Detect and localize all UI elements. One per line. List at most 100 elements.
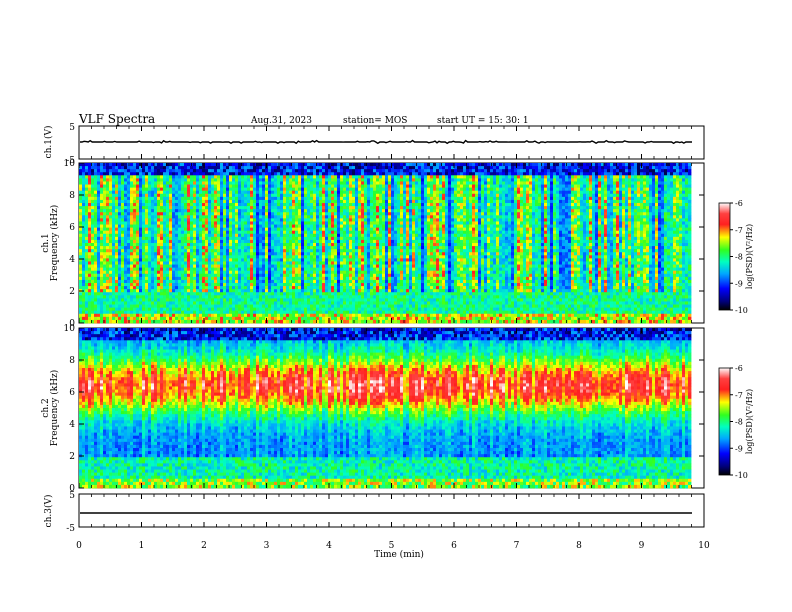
spectrogram-cell <box>214 199 218 204</box>
spectrogram-cell <box>178 178 182 182</box>
spectrogram-cell <box>166 236 170 241</box>
spectrogram-cell <box>136 261 140 265</box>
spectrogram-cell <box>88 230 92 235</box>
spectrogram-cell <box>136 224 140 229</box>
spectrogram-cell <box>163 295 167 299</box>
spectrogram-cell <box>121 215 125 219</box>
spectrogram-cell <box>328 270 332 275</box>
spectrogram-cell <box>241 307 245 312</box>
spectrogram-cell <box>187 267 191 272</box>
spectrogram-cell <box>286 181 290 185</box>
spectrogram-cell <box>328 255 332 259</box>
spectrogram-cell <box>142 286 146 290</box>
spectrogram-cell <box>190 267 194 272</box>
spectrogram-cell <box>346 319 350 324</box>
spectrogram-cell <box>364 221 368 225</box>
spectrogram-cell <box>232 246 236 250</box>
spectrogram-cell <box>271 199 275 204</box>
spectrogram-cell <box>271 307 275 312</box>
spectrogram-cell <box>103 313 107 318</box>
spectrogram-cell <box>364 215 368 219</box>
spectrogram-cell <box>85 313 89 318</box>
spectrogram-cell <box>187 175 191 179</box>
spectrogram-cell <box>358 310 362 315</box>
spectrogram-cell <box>316 261 320 265</box>
spectrogram-cell <box>151 181 155 185</box>
spectrogram-cell <box>358 276 362 281</box>
spectrogram-cell <box>166 246 170 250</box>
spectrogram-cell <box>208 255 212 259</box>
spectrogram-cell <box>190 264 194 269</box>
spectrogram-cell <box>91 233 95 238</box>
spectrogram-cell <box>283 166 287 170</box>
spectrogram-cell <box>325 279 329 284</box>
spectrogram-cell <box>193 224 197 229</box>
spectrogram-cell <box>292 301 296 305</box>
spectrogram-cell <box>202 307 206 312</box>
spectrogram-cell <box>355 236 359 241</box>
spectrogram-cell <box>130 286 134 290</box>
spectrogram-cell <box>127 279 131 284</box>
spectrogram-cell <box>187 313 191 318</box>
spectrogram-cell <box>175 261 179 265</box>
spectrogram-cell <box>244 243 248 247</box>
spectrogram-cell <box>160 233 164 238</box>
spectrogram-cell <box>91 203 95 207</box>
spectrogram-cell <box>259 295 263 299</box>
spectrogram-cell <box>349 190 353 195</box>
spectrogram-cell <box>229 193 233 198</box>
spectrogram-cell <box>262 255 266 259</box>
spectrogram-cell <box>142 209 146 213</box>
spectrogram-cell <box>181 298 185 302</box>
spectrogram-cell <box>352 289 356 293</box>
spectrogram-cell <box>349 319 353 324</box>
spectrogram-cell <box>100 203 104 207</box>
spectrogram-cell <box>247 224 251 229</box>
spectrogram-cell <box>79 227 83 232</box>
spectrogram-cell <box>229 298 233 302</box>
spectrogram-cell <box>121 187 125 192</box>
spectrogram-cell <box>256 264 260 269</box>
spectrogram-cell <box>151 230 155 235</box>
spectrogram-cell <box>127 230 131 235</box>
spectrogram-cell <box>106 246 110 250</box>
spectrogram-cell <box>292 178 296 182</box>
spectrogram-cell <box>193 267 197 272</box>
spectrogram-cell <box>223 249 227 253</box>
spectrogram-cell <box>238 246 242 250</box>
spectrogram-cell <box>115 252 119 256</box>
spectrogram-cell <box>202 212 206 216</box>
spectrogram-cell <box>304 292 308 296</box>
spectrogram-cell <box>316 172 320 176</box>
spectrogram-cell <box>364 249 368 253</box>
spectrogram-cell <box>211 230 215 235</box>
spectrogram-cell <box>337 190 341 195</box>
spectrogram-cell <box>91 267 95 272</box>
spectrogram-cell <box>271 279 275 284</box>
spectrogram-cell <box>100 310 104 315</box>
spectrogram-cell <box>91 187 95 192</box>
spectrogram-cell <box>130 218 134 222</box>
spectrogram-cell <box>349 206 353 210</box>
spectrogram-cell <box>247 304 251 309</box>
spectrogram-cell <box>298 319 302 324</box>
spectrogram-cell <box>136 270 140 275</box>
spectrogram-cell <box>289 187 293 192</box>
spectrogram-cell <box>340 246 344 250</box>
spectrogram-cell <box>172 172 176 176</box>
spectrogram-cell <box>85 193 89 198</box>
spectrogram-cell <box>292 319 296 324</box>
spectrogram-cell <box>127 307 131 312</box>
spectrogram-cell <box>313 172 317 176</box>
spectrogram-cell <box>202 279 206 284</box>
spectrogram-cell <box>343 203 347 207</box>
spectrogram-cell <box>286 236 290 241</box>
spectrogram-cell <box>175 221 179 225</box>
spectrogram-cell <box>280 319 284 324</box>
spectrogram-cell <box>178 267 182 272</box>
spectrogram-cell <box>268 316 272 321</box>
spectrogram-cell <box>301 169 305 173</box>
spectrogram-cell <box>340 166 344 170</box>
spectrogram-cell <box>301 301 305 305</box>
spectrogram-cell <box>229 319 233 324</box>
